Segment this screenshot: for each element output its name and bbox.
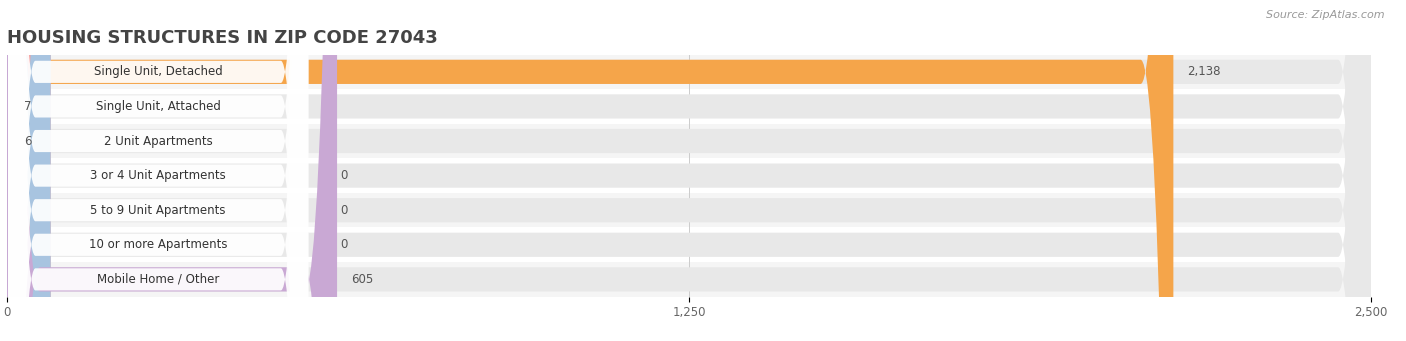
Text: 605: 605 — [350, 273, 373, 286]
FancyBboxPatch shape — [7, 0, 51, 341]
Text: 7: 7 — [24, 100, 32, 113]
FancyBboxPatch shape — [7, 0, 1371, 341]
FancyBboxPatch shape — [8, 0, 308, 341]
Text: 3 or 4 Unit Apartments: 3 or 4 Unit Apartments — [90, 169, 226, 182]
FancyBboxPatch shape — [7, 124, 1371, 158]
FancyBboxPatch shape — [8, 0, 308, 341]
FancyBboxPatch shape — [7, 0, 37, 341]
FancyBboxPatch shape — [7, 0, 51, 341]
FancyBboxPatch shape — [8, 0, 308, 341]
Text: 10 or more Apartments: 10 or more Apartments — [89, 238, 228, 251]
FancyBboxPatch shape — [7, 0, 1371, 341]
FancyBboxPatch shape — [8, 0, 308, 341]
FancyBboxPatch shape — [7, 0, 1371, 341]
FancyBboxPatch shape — [8, 0, 308, 341]
Text: Mobile Home / Other: Mobile Home / Other — [97, 273, 219, 286]
FancyBboxPatch shape — [7, 193, 1371, 227]
FancyBboxPatch shape — [7, 0, 37, 341]
Text: Source: ZipAtlas.com: Source: ZipAtlas.com — [1267, 10, 1385, 20]
FancyBboxPatch shape — [7, 55, 1371, 89]
FancyBboxPatch shape — [7, 89, 1371, 124]
Text: 0: 0 — [340, 169, 347, 182]
Text: 2 Unit Apartments: 2 Unit Apartments — [104, 135, 212, 148]
FancyBboxPatch shape — [8, 0, 308, 341]
FancyBboxPatch shape — [7, 227, 1371, 262]
FancyBboxPatch shape — [7, 262, 1371, 297]
FancyBboxPatch shape — [7, 0, 37, 341]
Text: 0: 0 — [340, 204, 347, 217]
FancyBboxPatch shape — [7, 158, 1371, 193]
FancyBboxPatch shape — [8, 0, 308, 341]
Text: 0: 0 — [340, 238, 347, 251]
FancyBboxPatch shape — [7, 0, 1371, 341]
FancyBboxPatch shape — [7, 0, 1371, 341]
Text: Single Unit, Detached: Single Unit, Detached — [94, 65, 222, 78]
Text: Single Unit, Attached: Single Unit, Attached — [96, 100, 221, 113]
Text: 2,138: 2,138 — [1187, 65, 1220, 78]
Text: 5 to 9 Unit Apartments: 5 to 9 Unit Apartments — [90, 204, 226, 217]
FancyBboxPatch shape — [7, 0, 337, 341]
Text: HOUSING STRUCTURES IN ZIP CODE 27043: HOUSING STRUCTURES IN ZIP CODE 27043 — [7, 29, 437, 47]
Text: 6: 6 — [24, 135, 31, 148]
FancyBboxPatch shape — [7, 0, 1371, 341]
FancyBboxPatch shape — [7, 0, 1371, 341]
FancyBboxPatch shape — [7, 0, 1174, 341]
